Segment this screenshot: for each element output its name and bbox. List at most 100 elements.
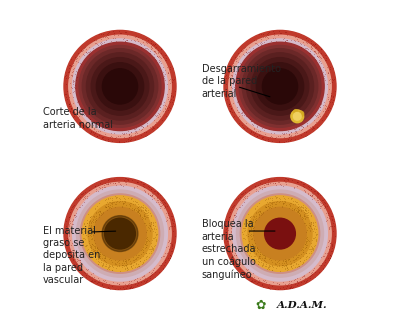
Point bbox=[113, 182, 119, 188]
Point bbox=[248, 222, 254, 228]
Point bbox=[165, 256, 171, 261]
Point bbox=[104, 32, 110, 37]
Point bbox=[284, 268, 290, 273]
Point bbox=[103, 259, 110, 264]
Point bbox=[123, 262, 129, 267]
Point bbox=[262, 137, 268, 142]
Point bbox=[66, 102, 72, 107]
Point bbox=[86, 187, 93, 192]
Point bbox=[124, 262, 130, 267]
Point bbox=[265, 265, 271, 270]
Point bbox=[318, 255, 324, 260]
Point bbox=[85, 190, 92, 195]
Point bbox=[302, 211, 308, 216]
Point bbox=[88, 226, 94, 231]
Text: Desgarramiento
de la pared
arterial: Desgarramiento de la pared arterial bbox=[202, 64, 280, 99]
Point bbox=[228, 249, 234, 254]
Point bbox=[70, 80, 76, 85]
Point bbox=[223, 81, 229, 86]
Point bbox=[281, 201, 287, 206]
Point bbox=[287, 285, 293, 291]
Point bbox=[286, 133, 292, 138]
Point bbox=[323, 114, 329, 119]
Point bbox=[236, 53, 242, 58]
Point bbox=[246, 220, 253, 225]
Point bbox=[147, 192, 154, 197]
Point bbox=[280, 195, 287, 200]
Point bbox=[159, 261, 166, 266]
Point bbox=[246, 251, 253, 256]
Point bbox=[102, 33, 109, 38]
Point bbox=[261, 128, 267, 133]
Point bbox=[300, 216, 306, 221]
Point bbox=[121, 263, 128, 268]
Point bbox=[98, 282, 105, 287]
Point bbox=[68, 207, 75, 212]
Circle shape bbox=[69, 182, 171, 285]
Point bbox=[315, 191, 321, 196]
Point bbox=[313, 236, 319, 242]
Point bbox=[266, 200, 273, 205]
Point bbox=[146, 247, 152, 252]
Point bbox=[263, 197, 269, 202]
Point bbox=[167, 256, 174, 261]
Point bbox=[250, 224, 256, 229]
Point bbox=[283, 182, 290, 187]
Point bbox=[105, 178, 111, 183]
Point bbox=[282, 281, 288, 286]
Point bbox=[162, 250, 168, 255]
Point bbox=[99, 41, 106, 46]
Point bbox=[121, 130, 128, 135]
Point bbox=[120, 201, 126, 206]
Point bbox=[241, 53, 247, 58]
Point bbox=[102, 264, 108, 269]
Point bbox=[319, 202, 326, 207]
Point bbox=[290, 198, 296, 204]
Point bbox=[294, 36, 300, 41]
Point bbox=[300, 203, 306, 208]
Point bbox=[157, 192, 163, 197]
Point bbox=[292, 39, 298, 44]
Point bbox=[223, 224, 230, 229]
Point bbox=[123, 29, 129, 35]
Point bbox=[265, 196, 272, 202]
Point bbox=[66, 69, 72, 74]
Point bbox=[67, 221, 74, 226]
Point bbox=[263, 259, 270, 264]
Point bbox=[294, 278, 300, 284]
Point bbox=[167, 65, 173, 70]
Point bbox=[232, 72, 238, 77]
Point bbox=[279, 279, 286, 284]
Point bbox=[87, 118, 94, 123]
Point bbox=[69, 85, 75, 90]
Point bbox=[317, 60, 324, 65]
Point bbox=[131, 206, 137, 212]
Point bbox=[308, 240, 314, 245]
Point bbox=[84, 50, 91, 55]
Point bbox=[314, 194, 320, 199]
Point bbox=[281, 199, 288, 204]
Point bbox=[296, 252, 302, 257]
Point bbox=[80, 112, 87, 117]
Point bbox=[134, 279, 140, 284]
Point bbox=[76, 257, 82, 262]
Point bbox=[272, 181, 278, 186]
Point bbox=[310, 124, 316, 130]
Point bbox=[233, 252, 240, 257]
Point bbox=[300, 273, 307, 278]
Point bbox=[138, 123, 144, 128]
Circle shape bbox=[294, 110, 298, 114]
Point bbox=[253, 251, 260, 256]
Point bbox=[326, 246, 332, 251]
Point bbox=[123, 131, 130, 136]
Point bbox=[330, 66, 336, 71]
Point bbox=[82, 271, 88, 276]
Point bbox=[273, 198, 280, 203]
Point bbox=[140, 260, 146, 265]
Point bbox=[254, 249, 260, 254]
Point bbox=[122, 263, 129, 268]
Point bbox=[250, 214, 257, 219]
Point bbox=[90, 225, 96, 230]
Point bbox=[317, 192, 323, 197]
Point bbox=[239, 191, 246, 196]
